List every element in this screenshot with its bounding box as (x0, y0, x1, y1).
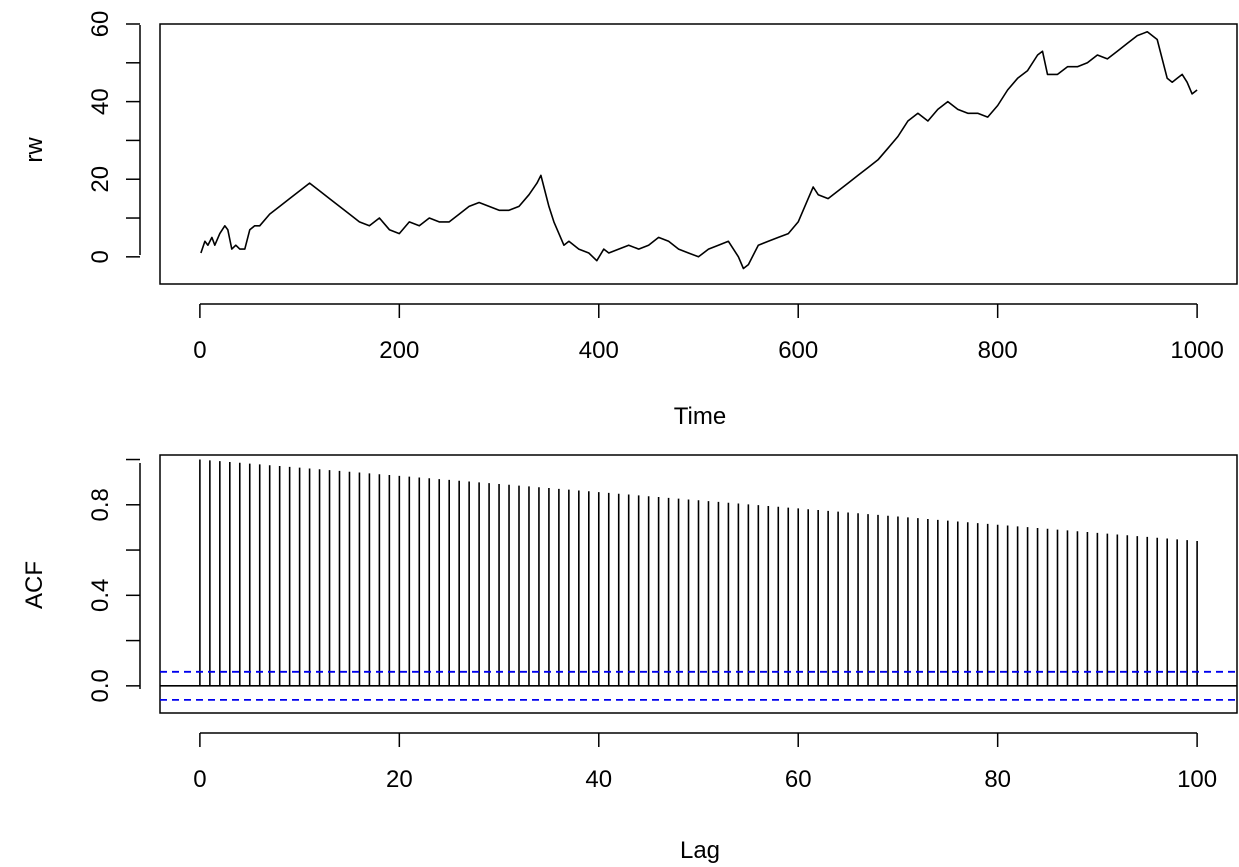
rw-chart: 0 200 400 600 800 1000 0 20 40 60 Time rw (21, 11, 1238, 430)
acf-spikes (199, 459, 1198, 686)
x-tick-label: 100 (1177, 766, 1217, 793)
x-tick-label: 200 (379, 337, 419, 364)
x-tick-label: 20 (386, 766, 413, 793)
x-tick-label: 40 (585, 766, 612, 793)
x-tick-label: 600 (778, 337, 818, 364)
x-tick-label: 0 (193, 766, 206, 793)
plot-frame (159, 454, 1238, 714)
y-tick-label: 0 (87, 250, 114, 263)
y-axis-ticks: 0.0 0.4 0.8 (87, 458, 140, 703)
x-axis-ticks: 0 20 40 60 80 100 (193, 733, 1217, 793)
x-tick-label: 400 (579, 337, 619, 364)
y-tick-label: 0.4 (87, 579, 114, 612)
acf-chart: 0 20 40 60 80 100 0.0 0.4 0.8 Lag ACF (21, 454, 1238, 864)
x-tick-label: 80 (984, 766, 1011, 793)
y-axis-title: ACF (21, 561, 48, 609)
x-tick-label: 800 (978, 337, 1018, 364)
y-axis-ticks: 0 20 40 60 (87, 11, 140, 264)
plot-frame (159, 23, 1238, 285)
rw-series-line (200, 30, 1198, 270)
x-axis-title: Lag (680, 837, 720, 864)
y-tick-label: 0.8 (87, 488, 114, 521)
y-tick-label: 0.0 (87, 669, 114, 702)
y-tick-label: 40 (87, 88, 114, 115)
x-tick-label: 60 (785, 766, 812, 793)
x-tick-label: 1000 (1170, 337, 1223, 364)
x-axis-ticks: 0 200 400 600 800 1000 (193, 304, 1224, 364)
y-tick-label: 20 (87, 166, 114, 193)
x-axis-title: Time (674, 403, 726, 430)
y-axis-title: rw (21, 137, 48, 163)
y-tick-label: 60 (87, 11, 114, 38)
x-tick-label: 0 (193, 337, 206, 364)
